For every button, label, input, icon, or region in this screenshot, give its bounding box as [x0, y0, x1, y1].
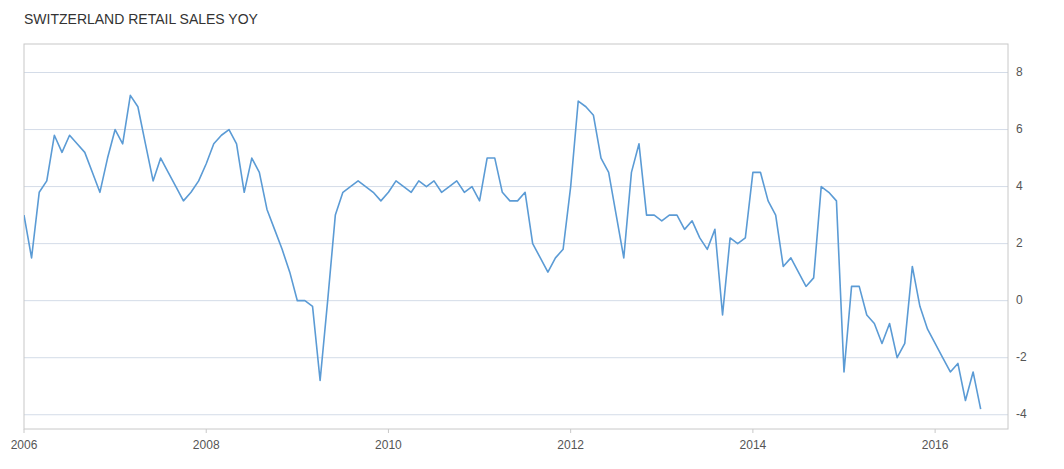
x-tick-label: 2012	[557, 438, 584, 452]
y-tick-label: 6	[1016, 122, 1023, 136]
x-tick-label: 2010	[375, 438, 402, 452]
y-tick-label: 8	[1016, 65, 1023, 79]
grid-line	[24, 300, 1008, 301]
grid-line	[24, 186, 1008, 187]
x-axis: 2006 2008 2010 2012 2014 2016	[11, 429, 949, 452]
x-tick	[24, 429, 25, 433]
x-tick-label: 2016	[922, 438, 949, 452]
x-tick	[388, 429, 389, 433]
y-tick-label: -4	[1016, 407, 1027, 421]
chart-container: -4 -2 0 2 4 6 8 2006 2008 2010 2012 2014 2016 SWITZER…	[0, 0, 1064, 469]
y-axis: -4 -2 0 2 4 6 8	[1016, 65, 1027, 421]
plot-area	[24, 95, 981, 409]
y-tick-label: 0	[1016, 293, 1023, 307]
y-tick-label: 4	[1016, 179, 1023, 193]
x-tick	[570, 429, 571, 433]
plot-frame	[24, 44, 1008, 429]
x-tick-label: 2008	[193, 438, 220, 452]
x-tick	[206, 429, 207, 433]
grid-line	[24, 414, 1008, 415]
background	[0, 0, 1064, 469]
y-tick-label: 2	[1016, 236, 1023, 250]
x-tick	[752, 429, 753, 433]
x-tick-label: 2014	[740, 438, 767, 452]
grid-line	[24, 72, 1008, 73]
y-tick-label: -2	[1016, 350, 1027, 364]
x-tick-label: 2006	[11, 438, 38, 452]
data-line	[24, 95, 981, 409]
grid-line	[24, 129, 1008, 130]
y-grid	[24, 73, 1008, 415]
chart-svg: -4 -2 0 2 4 6 8 2006 2008 2010 2012 2014 2016 SWITZER…	[0, 0, 1064, 469]
chart-title: SWITZERLAND RETAIL SALES YOY	[24, 11, 259, 27]
x-tick	[935, 429, 936, 433]
grid-line	[24, 357, 1008, 358]
grid-line	[24, 243, 1008, 244]
